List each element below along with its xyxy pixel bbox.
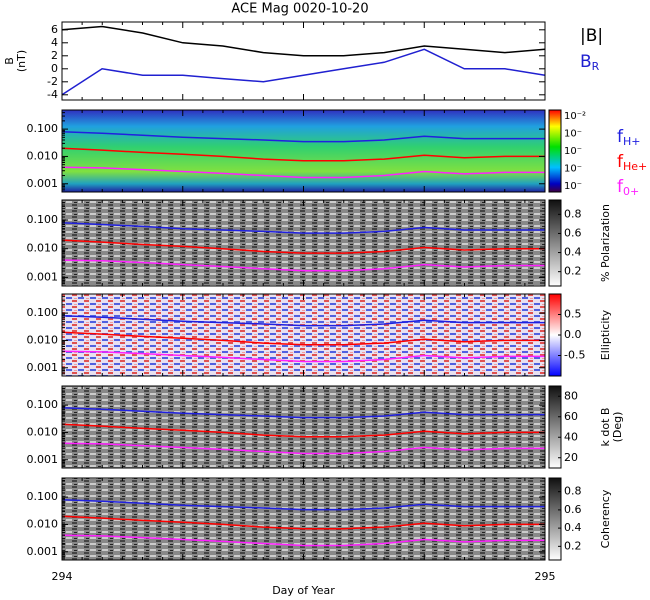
spectrogram bbox=[62, 294, 545, 376]
x-tick-label: 295 bbox=[535, 570, 556, 583]
plot-frame bbox=[61, 21, 546, 101]
colorbar-tick-label: 0.4 bbox=[564, 521, 582, 534]
data-line bbox=[61, 315, 545, 327]
colorbar-tick-label: 0.5 bbox=[564, 308, 582, 321]
spectrogram bbox=[62, 478, 545, 560]
legend-subscript: R bbox=[592, 60, 600, 73]
colorbar-tick-label: 10⁻ bbox=[564, 129, 582, 140]
legend-name: B bbox=[580, 52, 592, 72]
colorbar bbox=[548, 477, 562, 561]
colorbar-label: % Polarization bbox=[599, 204, 612, 282]
data-line bbox=[61, 259, 545, 272]
colorbar bbox=[548, 109, 562, 193]
colorbar-tick-label: -0.5 bbox=[564, 349, 585, 362]
y-tick-label: -4 bbox=[47, 88, 58, 101]
y-tick-label: 0.001 bbox=[27, 545, 59, 558]
colorbar-tick-label: 0.2 bbox=[564, 539, 582, 552]
colorbar-label: Coherency bbox=[599, 489, 612, 548]
data-line bbox=[61, 239, 545, 254]
data-line bbox=[61, 499, 545, 511]
y-tick-label: 0.001 bbox=[27, 177, 59, 190]
legend-subscript: He+ bbox=[623, 160, 647, 173]
y-tick-label: 0.010 bbox=[27, 333, 59, 346]
legend-subscript: H+ bbox=[623, 135, 641, 148]
y-tick-label: 0 bbox=[51, 62, 58, 75]
colorbar bbox=[548, 385, 562, 469]
data-line bbox=[61, 350, 545, 363]
y-tick-label: 0.001 bbox=[27, 270, 59, 283]
colorbar-tick-label: 0.0 bbox=[564, 328, 582, 341]
data-line bbox=[61, 331, 545, 346]
y-axis-label: (nT) bbox=[15, 50, 28, 72]
data-line bbox=[61, 407, 545, 419]
colorbar-tick-label: 0.8 bbox=[564, 207, 582, 220]
legend-entry: fH+ bbox=[617, 127, 641, 148]
colorbar bbox=[548, 199, 562, 287]
spectrogram bbox=[62, 386, 545, 468]
data-line bbox=[61, 534, 545, 547]
colorbar-tick-label: 0.8 bbox=[564, 485, 582, 498]
y-tick-label: 0.010 bbox=[27, 149, 59, 162]
y-tick-label: 0.010 bbox=[27, 517, 59, 530]
colorbar-tick-label: 20 bbox=[564, 451, 578, 464]
legend-name: f bbox=[617, 127, 624, 147]
colorbar-tick-label: 0.6 bbox=[564, 226, 582, 239]
colorbar-label: k dot B bbox=[599, 408, 612, 447]
data-line bbox=[61, 442, 545, 455]
y-tick-label: 0.100 bbox=[27, 213, 59, 226]
colorbar-tick-label: 10⁻ bbox=[564, 181, 582, 192]
legend-entry: |B| bbox=[580, 26, 603, 46]
y-tick-label: 4 bbox=[51, 36, 58, 49]
colorbar-tick-label: 0.4 bbox=[564, 246, 582, 259]
colorbar-tick-label: 0.6 bbox=[564, 503, 582, 516]
colorbar-tick-label: 40 bbox=[564, 430, 578, 443]
colorbar-tick-label: 10⁻ bbox=[564, 164, 582, 175]
y-tick-label: 6 bbox=[51, 23, 58, 36]
data-line bbox=[61, 423, 545, 438]
colorbar-tick-label: 80 bbox=[564, 389, 578, 402]
data-line bbox=[61, 515, 545, 530]
colorbar-label: Ellipticity bbox=[599, 309, 612, 360]
y-tick-label: 2 bbox=[51, 49, 58, 62]
x-tick-label: 294 bbox=[52, 570, 73, 583]
colorbar-tick-label: 0.2 bbox=[564, 265, 582, 278]
data-line bbox=[61, 147, 545, 162]
chart-title: ACE Mag 0020-10-20 bbox=[231, 2, 368, 17]
legend-name: f bbox=[617, 152, 624, 172]
y-tick-label: 0.010 bbox=[27, 242, 59, 255]
y-tick-label: 0.100 bbox=[27, 306, 59, 319]
legend-name: f bbox=[617, 177, 624, 197]
legend-subscript: 0+ bbox=[623, 185, 639, 198]
x-axis-label: Day of Year bbox=[272, 584, 335, 597]
colorbar-tick-label: 60 bbox=[564, 410, 578, 423]
legend-name: |B| bbox=[580, 26, 603, 46]
data-line bbox=[61, 48, 546, 96]
spectrogram bbox=[62, 200, 545, 286]
data-line bbox=[61, 222, 545, 234]
legend-entry: BR bbox=[580, 52, 600, 73]
colorbar-tick-label: 10⁻² bbox=[564, 111, 586, 122]
data-line bbox=[61, 166, 545, 179]
y-tick-label: 0.010 bbox=[27, 425, 59, 438]
legend-entry: f0+ bbox=[617, 177, 639, 198]
data-line bbox=[61, 25, 546, 57]
y-tick-label: 0.100 bbox=[27, 122, 59, 135]
y-tick-label: 0.100 bbox=[27, 398, 59, 411]
y-tick-label: -2 bbox=[47, 75, 58, 88]
colorbar-tick-label: 10⁻ bbox=[564, 146, 582, 157]
legend-entry: fHe+ bbox=[617, 152, 647, 173]
data-line bbox=[61, 131, 545, 143]
spectrogram bbox=[62, 110, 545, 192]
y-tick-label: 0.001 bbox=[27, 361, 59, 374]
colorbar-label: (Deg) bbox=[611, 412, 624, 443]
y-tick-label: 0.100 bbox=[27, 490, 59, 503]
y-tick-label: 0.001 bbox=[27, 453, 59, 466]
y-axis-label: B bbox=[3, 57, 16, 65]
